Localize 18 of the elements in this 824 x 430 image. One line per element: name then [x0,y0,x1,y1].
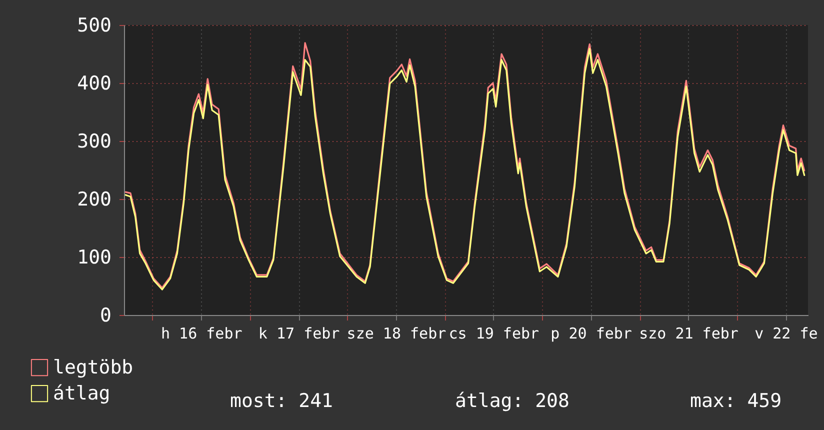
text: max: 459 [690,390,782,412]
x-tick-label: k 17 febr [258,324,340,342]
y-tick-label: 300 [77,130,112,152]
y-tick-label: 500 [77,14,112,36]
text: most: 241 [230,390,333,412]
x-tick-label: h 16 febr [160,324,242,342]
y-tick-label: 200 [77,188,112,210]
legend-label: átlag [53,382,110,404]
x-tick-label: szo 21 febr [639,324,738,342]
x-tick-label: cs 19 febr [448,324,540,342]
x-tick-label: p 20 febr [550,324,632,342]
y-tick-label: 100 [77,246,112,268]
y-tick-label: 400 [77,72,112,94]
text: átlag: 208 [455,390,570,412]
x-tick-label: sze 18 febr [346,324,446,342]
y-tick-label: 0 [100,304,112,326]
legend-label: legtöbb [53,356,134,378]
x-tick-label: v 22 fe [754,324,818,342]
